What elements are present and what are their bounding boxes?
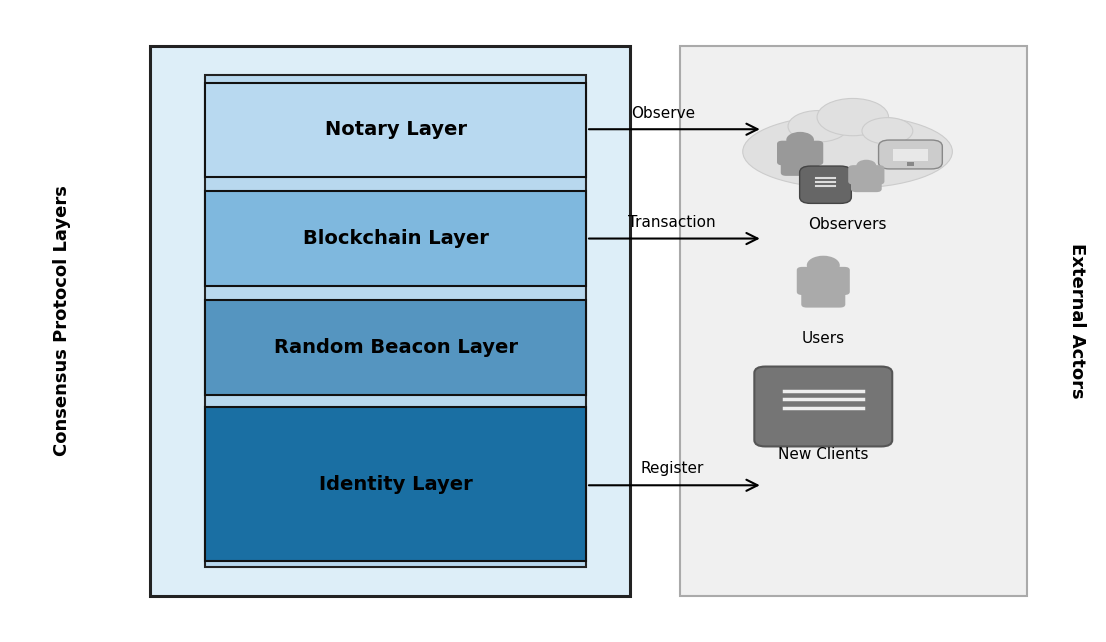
Ellipse shape: [817, 98, 888, 135]
Text: Random Beacon Layer: Random Beacon Layer: [274, 338, 518, 357]
FancyBboxPatch shape: [754, 367, 893, 446]
FancyBboxPatch shape: [907, 162, 915, 166]
FancyBboxPatch shape: [206, 300, 586, 395]
FancyBboxPatch shape: [206, 191, 586, 286]
Circle shape: [856, 160, 876, 171]
Text: Observe: Observe: [632, 106, 696, 121]
Circle shape: [786, 132, 814, 148]
FancyBboxPatch shape: [781, 158, 820, 176]
FancyBboxPatch shape: [796, 267, 849, 295]
FancyBboxPatch shape: [206, 75, 586, 567]
Ellipse shape: [743, 115, 952, 188]
Text: Consensus Protocol Layers: Consensus Protocol Layers: [53, 186, 71, 456]
Text: Identity Layer: Identity Layer: [319, 474, 472, 494]
Text: Transaction: Transaction: [628, 214, 716, 230]
FancyBboxPatch shape: [848, 165, 885, 185]
FancyBboxPatch shape: [801, 288, 845, 308]
Text: Observers: Observers: [808, 218, 887, 232]
Text: Notary Layer: Notary Layer: [325, 120, 467, 139]
Circle shape: [806, 256, 839, 275]
FancyBboxPatch shape: [206, 83, 586, 177]
Text: External Actors: External Actors: [1068, 243, 1086, 399]
FancyBboxPatch shape: [778, 141, 823, 165]
FancyBboxPatch shape: [206, 407, 586, 560]
Ellipse shape: [862, 117, 912, 144]
FancyBboxPatch shape: [150, 46, 630, 596]
FancyBboxPatch shape: [680, 46, 1027, 596]
Text: New Clients: New Clients: [778, 447, 868, 462]
FancyBboxPatch shape: [878, 140, 942, 169]
Text: Register: Register: [640, 462, 703, 476]
Text: Blockchain Layer: Blockchain Layer: [303, 229, 489, 248]
FancyBboxPatch shape: [851, 177, 881, 192]
FancyBboxPatch shape: [800, 166, 852, 204]
Ellipse shape: [789, 110, 848, 142]
FancyBboxPatch shape: [893, 148, 928, 161]
Text: Users: Users: [802, 331, 845, 345]
